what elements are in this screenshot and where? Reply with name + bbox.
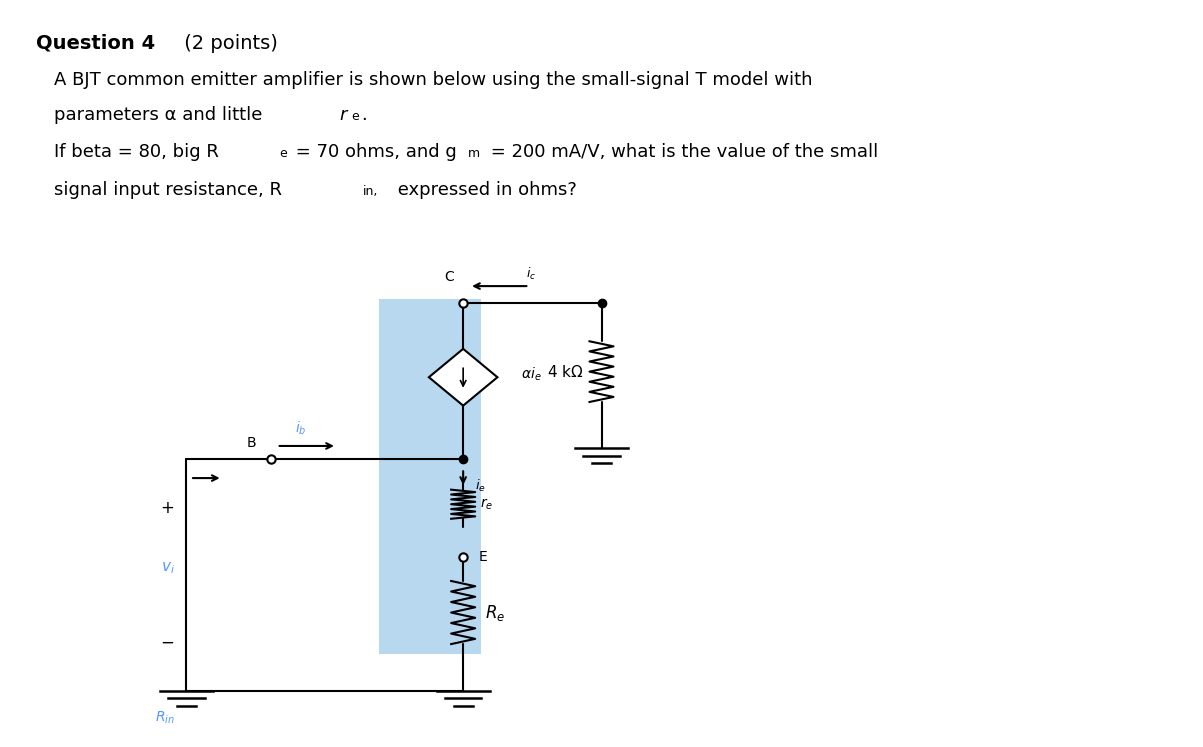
Polygon shape [429,349,498,406]
Text: = 70 ohms, and g: = 70 ohms, and g [290,143,457,161]
Text: e: e [351,110,358,123]
Text: $i_c$: $i_c$ [526,266,535,282]
Text: A BJT common emitter amplifier is shown below using the small-signal T model wit: A BJT common emitter amplifier is shown … [54,71,813,89]
Text: .: . [361,106,367,124]
Text: $\alpha i_e$: $\alpha i_e$ [521,365,541,383]
Text: e: e [279,147,286,160]
Text: in,: in, [363,185,379,197]
FancyBboxPatch shape [379,299,481,654]
Text: $i_e$: $i_e$ [475,478,486,495]
Text: C: C [444,270,454,284]
Text: B: B [247,436,256,450]
Text: 4 k$\Omega$: 4 k$\Omega$ [547,364,583,379]
Text: −: − [160,633,174,651]
Text: parameters α and little: parameters α and little [54,106,268,124]
Text: r: r [339,106,346,124]
Text: +: + [160,499,174,517]
Text: Question 4: Question 4 [36,34,155,52]
Text: If beta = 80, big R: If beta = 80, big R [54,143,219,161]
Text: signal input resistance, R: signal input resistance, R [54,181,283,199]
Text: $v_i$: $v_i$ [160,560,174,576]
Text: $i_b$: $i_b$ [295,420,307,437]
Text: (2 points): (2 points) [178,34,278,52]
Text: $r_e$: $r_e$ [480,497,493,512]
Text: m: m [468,147,480,160]
Text: $R_{in}$: $R_{in}$ [154,710,174,726]
Text: expressed in ohms?: expressed in ohms? [392,181,577,199]
Text: = 200 mA/V, what is the value of the small: = 200 mA/V, what is the value of the sma… [485,143,878,161]
Text: E: E [479,550,487,563]
Text: $R_e$: $R_e$ [485,603,505,622]
